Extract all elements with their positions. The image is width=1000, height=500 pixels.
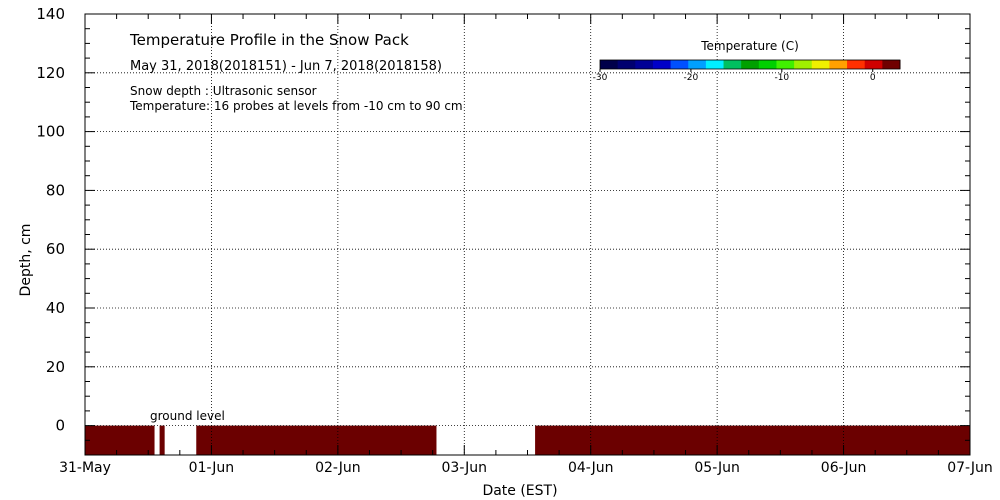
colorbar: -30 -20 -10 0 [593,59,901,83]
plot-frame [84,13,971,456]
heatmap-segment-3 [535,425,970,455]
note-temperature: Temperature: 16 probes at levels from -1… [129,99,463,113]
y-tick-label: 120 [36,64,65,82]
y-tick-label: 40 [46,299,65,317]
x-tick-label: 07-Jun [947,460,993,476]
colorbar-swatch [635,60,654,69]
chart-subtitle: May 31, 2018(2018151) - Jun 7, 2018(2018… [130,59,442,74]
colorbar-swatch [758,60,777,69]
heatmap-segment-0 [85,425,155,455]
colorbar-swatch [864,60,883,69]
colorbar-swatch [847,60,866,69]
y-tick-label: 140 [36,5,65,23]
colorbar-swatch [670,60,689,69]
y-tick-label: 60 [46,240,65,258]
axes: 0 20 40 60 80 100 120 140 31-May 01-Jun 02-Jun 03-J… [36,5,992,476]
ground-level-label: ground level [150,409,225,423]
colorbar-swatch [776,60,795,69]
note-snow-depth: Snow depth : Ultrasonic sensor [130,84,317,98]
colorbar-swatch [600,60,619,69]
colorbar-tick-label: 0 [870,73,876,83]
y-axis-label: Depth, cm [18,224,34,297]
y-tick-label: 20 [46,358,65,376]
colorbar-tick-label: -30 [593,73,608,83]
colorbar-swatch [723,60,742,69]
colorbar-tick-label: -20 [684,73,699,83]
colorbar-swatch [882,60,901,69]
heatmap-layer [85,425,970,455]
x-tick-label: 01-Jun [189,460,235,476]
x-tick-label: 04-Jun [568,460,614,476]
colorbar-swatch [617,60,636,69]
heatmap-segment-2 [196,425,437,455]
x-tick-label: 05-Jun [694,460,740,476]
y-tick-label: 80 [46,181,65,199]
grid-lines [85,14,970,455]
colorbar-swatch [794,60,813,69]
colorbar-title: Temperature (C) [700,39,799,53]
y-tick-label: 0 [55,417,65,435]
colorbar-frame [599,59,901,70]
x-axis-label: Date (EST) [482,483,557,499]
colorbar-swatch [705,60,725,69]
colorbar-swatch [652,60,672,69]
x-tick-label: 03-Jun [442,460,488,476]
colorbar-swatch [811,60,830,69]
chart-title: Temperature Profile in the Snow Pack [129,31,409,49]
x-tick-label: 31-May [59,460,111,476]
colorbar-tick-label: -10 [774,73,789,83]
heatmap-segment-1 [159,425,165,455]
colorbar-swatch [688,60,707,69]
y-tick-label: 100 [36,123,65,141]
colorbar-swatch [741,60,760,69]
colorbar-swatch [829,60,848,69]
x-tick-label: 06-Jun [821,460,867,476]
x-tick-label: 02-Jun [315,460,361,476]
